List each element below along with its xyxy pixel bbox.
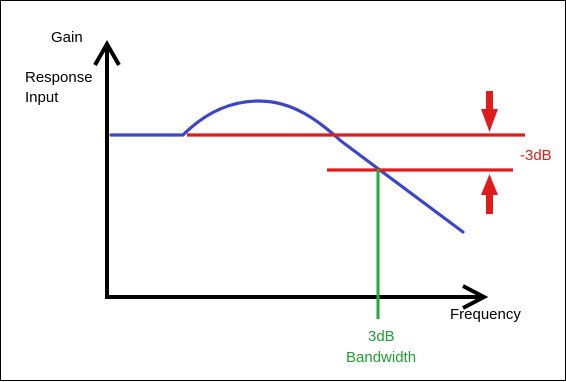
response-curve bbox=[109, 99, 465, 234]
x-axis-arrowhead bbox=[462, 284, 489, 310]
y-axis-input-label: Input bbox=[25, 89, 59, 106]
x-axis bbox=[105, 284, 489, 310]
y-axis-arrowhead bbox=[93, 39, 121, 66]
bandwidth-label: Bandwidth bbox=[346, 349, 416, 366]
minus-3db-label: -3dB bbox=[520, 147, 552, 164]
down-arrow-icon bbox=[481, 91, 498, 132]
y-axis-gain-label: Gain bbox=[51, 29, 83, 46]
y-axis-response-label: Response bbox=[25, 69, 93, 86]
up-arrow-icon bbox=[481, 174, 498, 214]
bandwidth-3db-label: 3dB bbox=[368, 328, 395, 345]
x-axis-frequency-label: Frequency bbox=[450, 306, 521, 323]
y-axis bbox=[93, 39, 121, 299]
